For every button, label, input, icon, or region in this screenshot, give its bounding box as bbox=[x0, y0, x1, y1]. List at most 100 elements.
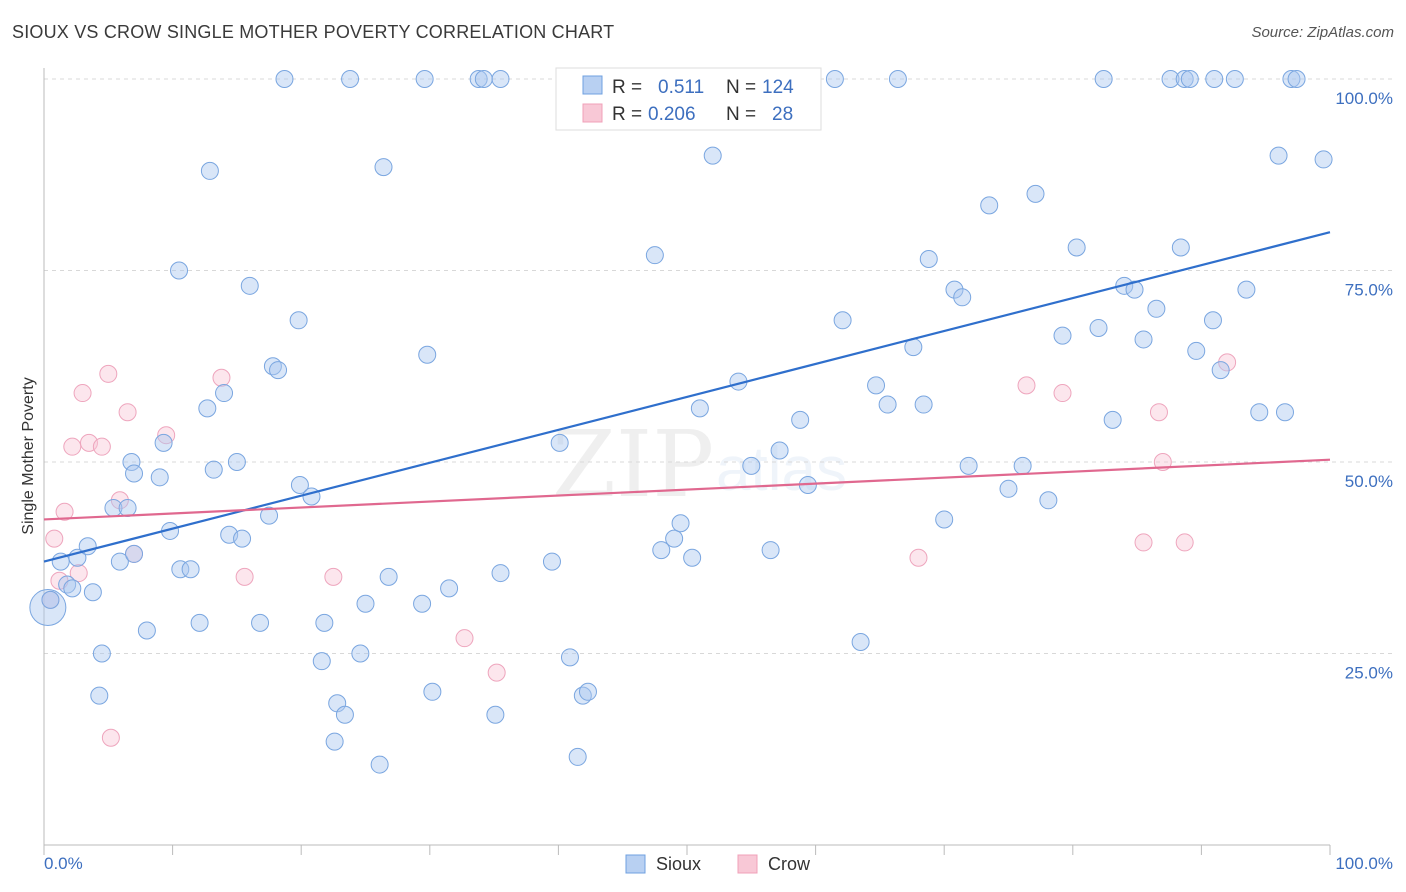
sioux-point bbox=[440, 579, 459, 598]
sioux-point bbox=[290, 475, 309, 494]
crow-point bbox=[1175, 533, 1194, 552]
sioux-point bbox=[90, 686, 109, 705]
sioux-point bbox=[227, 453, 246, 471]
sioux-point bbox=[370, 755, 389, 774]
sioux-point bbox=[413, 594, 432, 613]
legend-r-label-crow: R = bbox=[612, 104, 642, 125]
sioux-trend-line bbox=[43, 231, 1331, 563]
crow-point bbox=[487, 663, 506, 682]
sioux-point bbox=[1287, 70, 1306, 88]
trend-lines bbox=[43, 231, 1331, 563]
crow-point bbox=[55, 502, 74, 521]
sioux-point bbox=[652, 541, 671, 560]
sioux-point bbox=[118, 498, 137, 517]
sioux-point bbox=[251, 613, 270, 632]
crow-point bbox=[99, 364, 118, 383]
crow-point bbox=[909, 548, 928, 567]
source-credit: Source: ZipAtlas.com bbox=[1251, 24, 1394, 41]
legend-n-label-sioux: N = bbox=[726, 77, 756, 98]
sioux-point bbox=[374, 158, 393, 177]
sioux-point bbox=[418, 345, 437, 364]
sioux-point bbox=[1026, 184, 1045, 203]
sioux-point bbox=[335, 705, 354, 724]
y-tick-labels: 25.0% 50.0% 75.0% 100.0% bbox=[1335, 89, 1393, 683]
sioux-point bbox=[122, 453, 141, 471]
crow-point bbox=[101, 728, 120, 747]
sioux-point bbox=[550, 433, 569, 452]
sioux-point bbox=[1171, 238, 1190, 257]
sioux-point bbox=[703, 146, 722, 165]
sioux-point bbox=[1067, 238, 1086, 257]
sioux-point bbox=[110, 552, 129, 571]
sioux-point bbox=[171, 560, 190, 579]
crow-point bbox=[92, 437, 111, 456]
legend-n-value-crow: 28 bbox=[772, 104, 793, 125]
sioux-point bbox=[833, 311, 852, 330]
sioux-point bbox=[953, 288, 972, 307]
sioux-point bbox=[491, 70, 510, 88]
sioux-point bbox=[959, 456, 978, 475]
crow-point bbox=[1218, 353, 1237, 372]
sioux-point bbox=[137, 621, 156, 640]
sioux-point bbox=[41, 590, 60, 609]
sioux-point bbox=[190, 613, 209, 632]
series-swatch-sioux bbox=[625, 854, 646, 874]
sioux-point bbox=[1314, 150, 1333, 169]
sioux-point bbox=[1039, 491, 1058, 510]
series-legend: Sioux Crow bbox=[625, 854, 811, 874]
watermark-zip: ZIP bbox=[552, 411, 714, 518]
chart-title: SIOUX VS CROW SINGLE MOTHER POVERTY CORR… bbox=[12, 22, 615, 42]
sioux-point bbox=[315, 613, 334, 632]
legend-n-value-sioux: 124 bbox=[762, 77, 794, 98]
sioux-point bbox=[945, 280, 964, 299]
sioux-point bbox=[150, 468, 169, 487]
sioux-point bbox=[1275, 403, 1294, 422]
sioux-point bbox=[351, 644, 370, 663]
sioux-point bbox=[491, 564, 510, 583]
sioux-point bbox=[761, 541, 780, 560]
sioux-point bbox=[423, 682, 442, 701]
x-tick-label-max: 100.0% bbox=[1335, 854, 1393, 873]
sioux-point bbox=[233, 529, 252, 548]
legend-r-value-crow: 0.206 bbox=[648, 104, 696, 125]
sioux-point bbox=[269, 361, 288, 380]
sioux-point bbox=[415, 70, 434, 88]
sioux-point bbox=[275, 70, 294, 88]
sioux-point bbox=[980, 196, 999, 215]
series-label-crow: Crow bbox=[768, 854, 811, 874]
crow-point bbox=[45, 529, 64, 548]
sioux-point bbox=[170, 261, 189, 280]
crow-point bbox=[110, 491, 129, 510]
sioux-point bbox=[200, 161, 219, 180]
sioux-point bbox=[1053, 326, 1072, 345]
stats-legend: R = 0.511 N = 124 R = 0.206 N = 28 bbox=[555, 67, 822, 131]
crow-trend-line bbox=[43, 458, 1331, 521]
y-tick-label: 50.0% bbox=[1345, 472, 1393, 491]
series-swatch-crow bbox=[737, 854, 758, 874]
y-tick-label: 25.0% bbox=[1345, 664, 1393, 683]
sioux-point bbox=[92, 644, 111, 663]
sioux-point bbox=[215, 384, 234, 403]
sioux-point bbox=[770, 441, 789, 460]
sioux-point bbox=[825, 70, 844, 88]
sioux-point bbox=[1180, 70, 1199, 88]
legend-swatch-sioux bbox=[582, 75, 603, 95]
watermark: ZIP atlas bbox=[552, 411, 847, 518]
sioux-point bbox=[1282, 70, 1301, 88]
sioux-point bbox=[1225, 70, 1244, 88]
crow-point bbox=[1017, 376, 1036, 395]
sioux-point bbox=[356, 594, 375, 613]
sioux-point bbox=[125, 544, 144, 563]
sioux-point bbox=[1094, 70, 1113, 88]
sioux-point bbox=[204, 460, 223, 479]
sioux-point bbox=[474, 70, 493, 88]
sioux-point bbox=[1203, 311, 1222, 330]
sioux-point bbox=[1205, 70, 1224, 88]
crow-point bbox=[73, 384, 92, 403]
sioux-point bbox=[999, 479, 1018, 498]
crow-point bbox=[1134, 533, 1153, 552]
crow-point bbox=[63, 437, 82, 456]
sioux-point bbox=[63, 579, 82, 598]
sioux-point bbox=[683, 548, 702, 567]
